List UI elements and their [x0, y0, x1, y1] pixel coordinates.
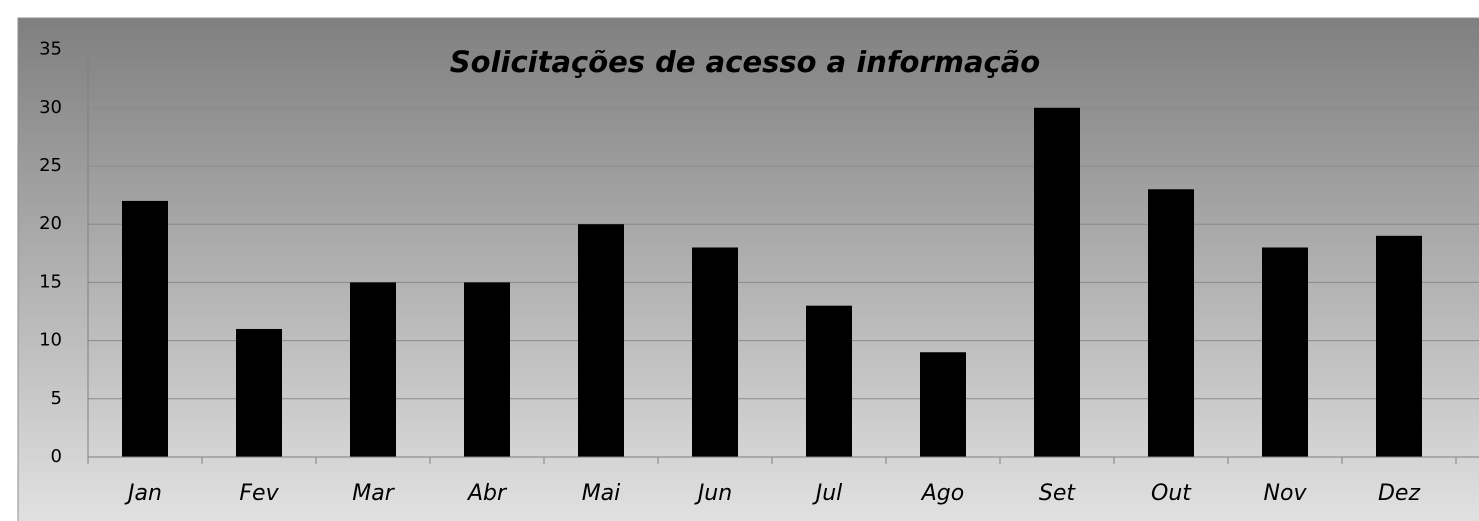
x-tick-label: Dez	[1378, 481, 1420, 506]
chart-title: Solicitações de acesso a informação	[450, 45, 1040, 79]
bar	[464, 282, 510, 457]
x-tick-label: Mai	[582, 481, 621, 506]
x-tick-label: Ago	[920, 481, 964, 506]
y-tick-label: 10	[39, 330, 62, 351]
bar	[1376, 235, 1422, 457]
y-tick-label: 5	[51, 388, 62, 409]
bar	[920, 352, 966, 457]
x-tick-label: Abr	[466, 481, 508, 506]
bar	[806, 305, 852, 457]
y-tick-label: 15	[39, 271, 62, 292]
bar	[1034, 107, 1080, 458]
bar	[236, 328, 282, 457]
x-tick-label: Jun	[694, 481, 732, 506]
y-tick-label: 20	[39, 213, 62, 234]
x-tick-label: Jan	[124, 481, 162, 506]
x-tick-label: Mar	[352, 481, 395, 506]
x-tick-label: Out	[1151, 481, 1192, 506]
x-tick-label: Set	[1039, 481, 1077, 506]
y-tick-label: 30	[39, 97, 62, 118]
bar	[122, 200, 168, 458]
y-tick-label: 25	[39, 155, 62, 176]
x-tick-label: Jul	[812, 481, 843, 506]
bar	[1148, 189, 1194, 457]
x-tick-label: Fev	[239, 481, 279, 506]
y-tick-label: 0	[51, 446, 62, 467]
bar	[578, 224, 624, 457]
x-tick-label: Nov	[1264, 481, 1308, 506]
bar	[1262, 247, 1308, 457]
bar	[692, 247, 738, 457]
bar	[350, 282, 396, 457]
y-tick-label: 35	[39, 39, 62, 60]
